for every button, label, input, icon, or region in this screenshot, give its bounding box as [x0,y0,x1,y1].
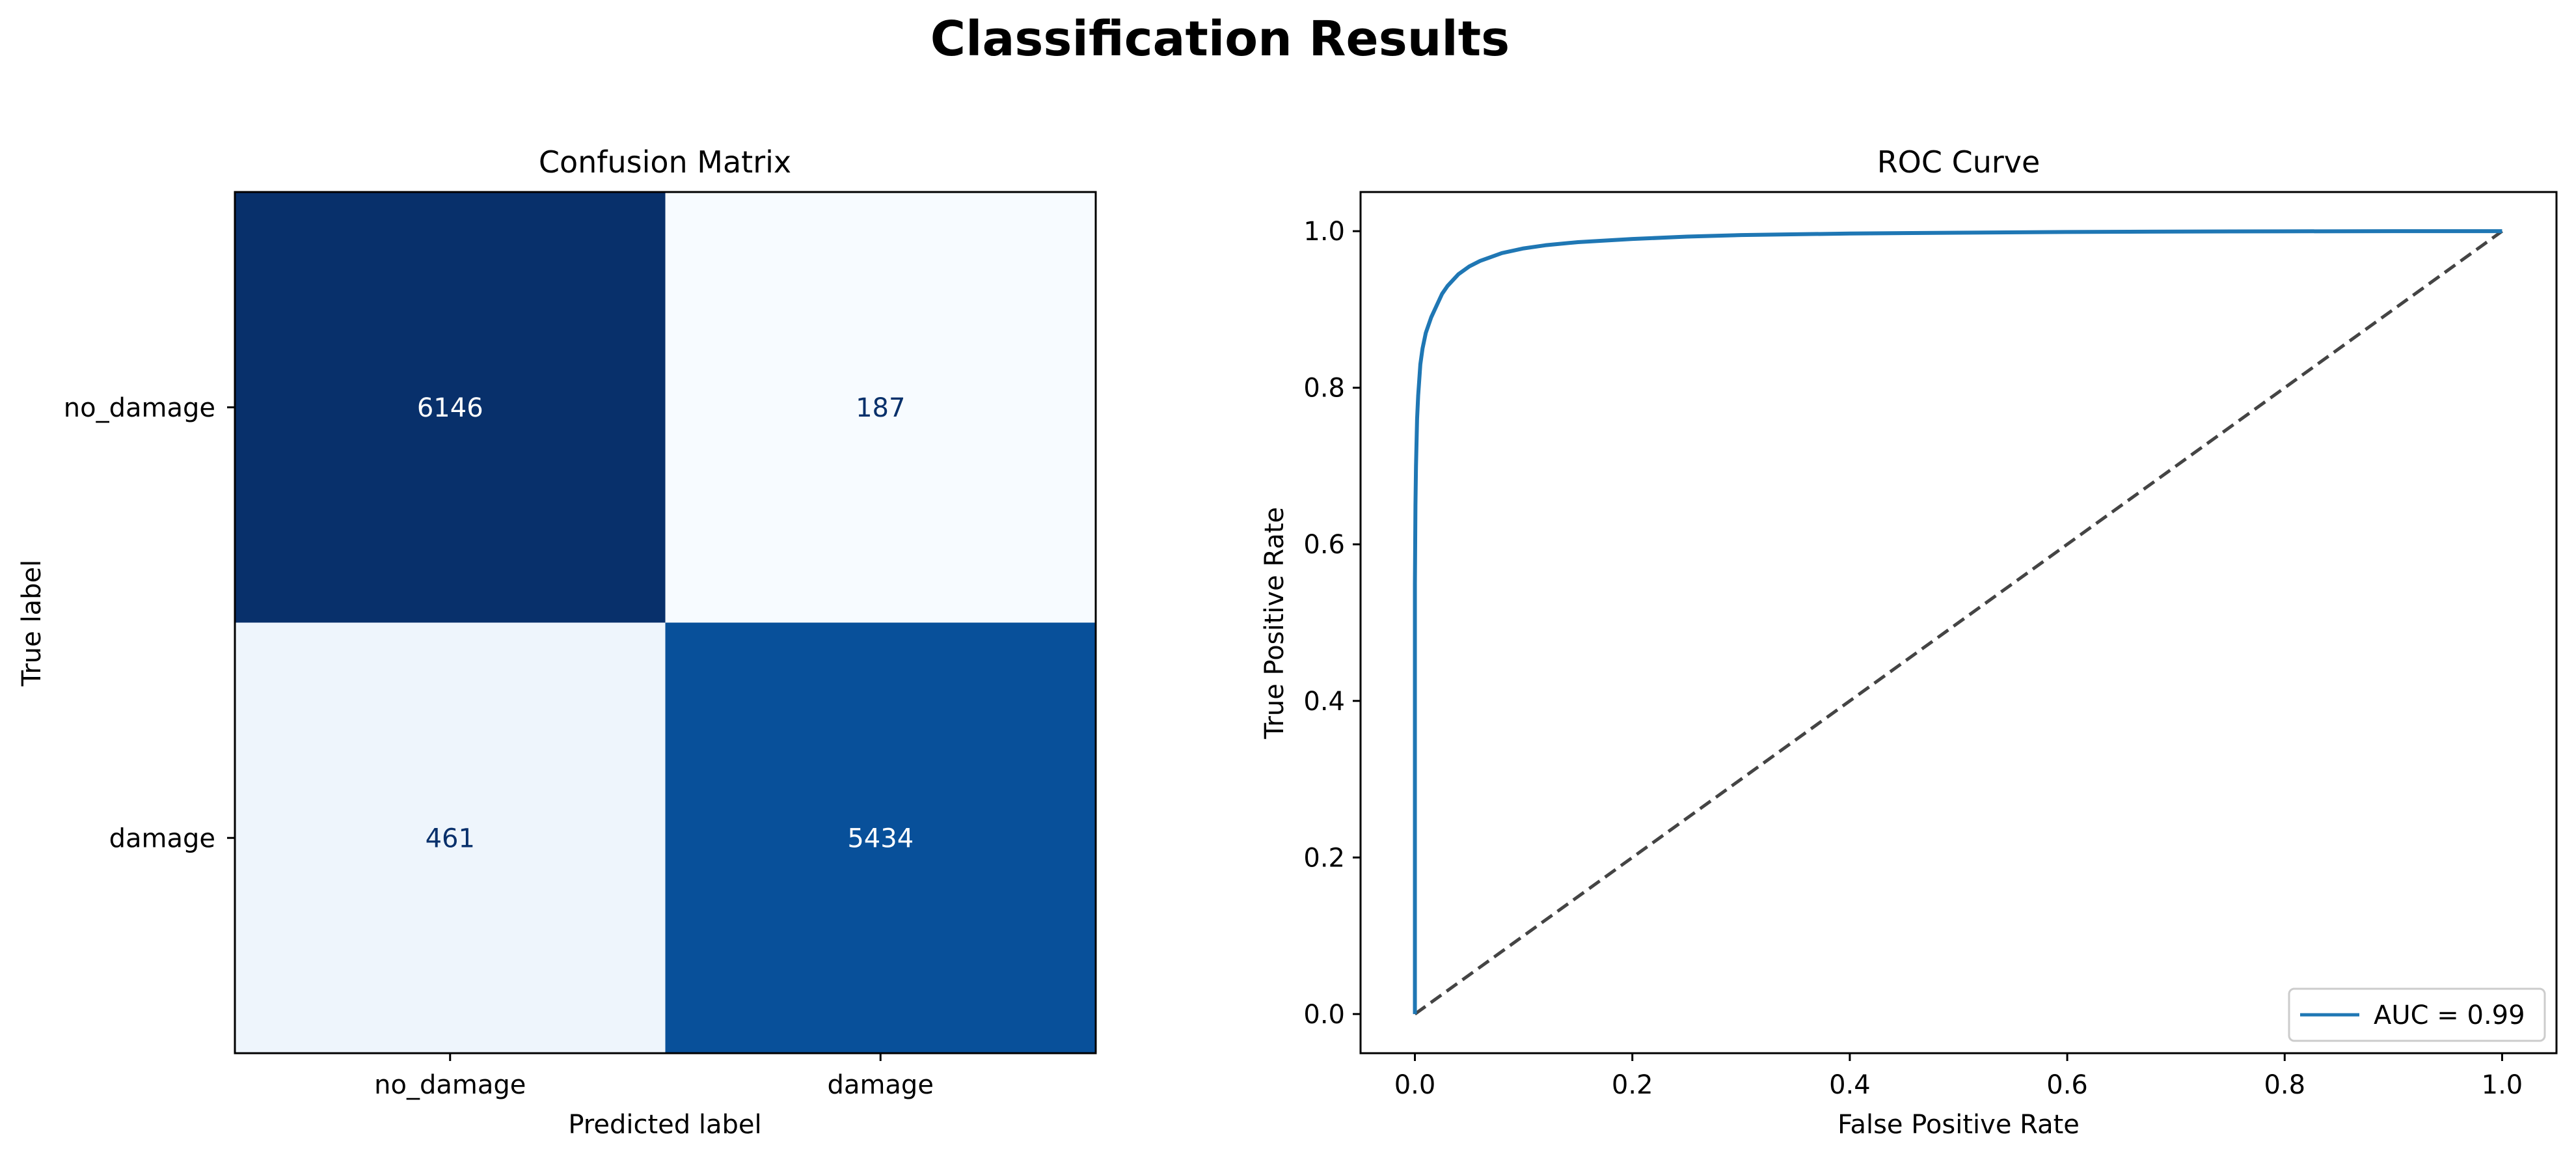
roc-x-ticks: 0.0 0.2 0.4 0.6 0.8 1.0 [1394,1053,2523,1100]
roc-curve [1413,229,2502,1014]
roc-y-tick-label: 0.6 [1303,530,1345,560]
roc-y-tick-label: 0.2 [1303,843,1345,873]
roc-x-tick-label: 0.8 [2264,1070,2305,1100]
cm-title: Confusion Matrix [539,145,791,180]
cm-cell-value: 187 [856,393,905,423]
cm-cell-value: 5434 [847,823,914,853]
legend-box [2288,987,2546,1042]
cm-x-axis-label: Predicted label [568,1110,761,1140]
roc-y-tick-label: 0.0 [1303,1000,1345,1030]
roc-lines [1413,229,2503,1015]
roc-panel: ROC Curve 0.0 0.2 0.4 0.6 0.8 1.0 0.00.20.40.… [1260,145,2558,1140]
roc-frame [1359,191,2558,1055]
cm-y-tick-label: damage [109,823,215,853]
roc-x-tick-label: 0.4 [1829,1070,1871,1100]
roc-x-tick-label: 0.6 [2046,1070,2088,1100]
cm-cell-value: 461 [426,823,475,853]
roc-title: ROC Curve [1877,145,2040,180]
roc-y-ticks: 0.0 0.2 0.4 0.6 0.8 1.0 [1303,217,1361,1030]
cm-x-tick-label: damage [828,1070,934,1100]
confusion-matrix-panel: Confusion Matrix 6146 187 461 5434 no_damag… [17,145,1097,1140]
cm-y-axis-label: True label [17,560,47,687]
cm-x-ticks: no_damage damage [374,1053,934,1100]
cm-cell [665,622,1096,1053]
cm-cell-value: 6146 [417,393,483,423]
roc-y-tick-label: 0.4 [1303,687,1345,717]
roc-x-tick-label: 0.2 [1612,1070,1653,1100]
cm-frame [234,191,1097,1055]
roc-x-axis-label: False Positive Rate [1837,1110,2080,1140]
roc-y-tick-label: 1.0 [1303,217,1345,247]
cm-cells: 6146 187 461 5434 [235,192,1096,1053]
legend-label: AUC = 0.99 [2374,1000,2525,1030]
cm-x-tick-label: no_damage [374,1070,526,1100]
figure-title: Classification Results [930,11,1510,67]
roc-y-tick-label: 0.8 [1303,374,1345,404]
roc-x-tick-label: 1.0 [2482,1070,2523,1100]
roc-x-tick-label: 0.0 [1394,1070,1436,1100]
roc-legend: AUC = 0.99 [2288,987,2546,1042]
cm-y-tick-label: no_damage [64,393,215,423]
roc-y-axis-label: True Positive Rate [1260,507,1290,739]
cm-cell [235,622,666,1053]
cm-cell [235,192,666,623]
chance-line [1414,230,2503,1015]
cm-cell [665,192,1096,623]
